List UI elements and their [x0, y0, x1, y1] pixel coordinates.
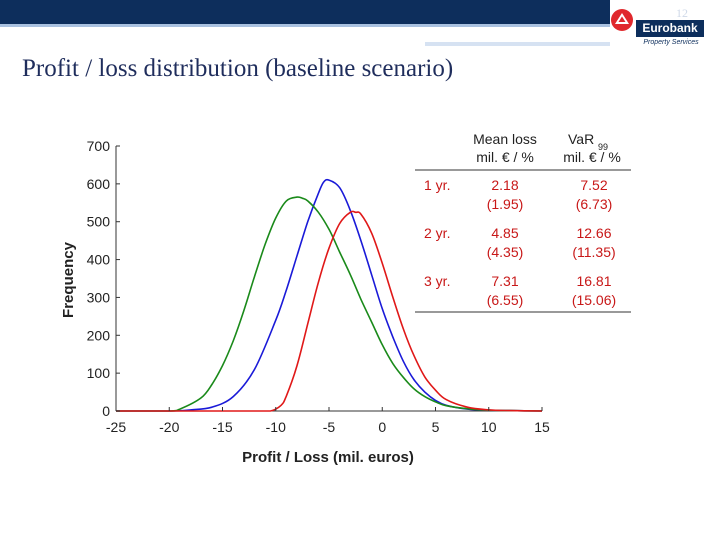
table-cell-var-pct: (15.06) — [572, 292, 616, 308]
series-line-3 — [115, 210, 543, 412]
x-tick-label: -25 — [106, 419, 126, 435]
x-tick-label: -5 — [323, 419, 336, 435]
table-row-label: 3 yr. — [424, 273, 450, 289]
header-var-sub: 99 — [598, 142, 608, 152]
header-mean-line2: mil. € / % — [476, 149, 534, 165]
eurobank-logo-icon — [611, 9, 633, 31]
y-tick-label: 600 — [87, 176, 111, 192]
series-line-1 — [115, 178, 543, 412]
table-cell-mean: 2.18 — [491, 177, 518, 193]
table-cell-mean-pct: (1.95) — [487, 196, 524, 212]
series-line-2 — [115, 196, 543, 412]
x-tick-label: -15 — [212, 419, 232, 435]
header-stripe — [0, 24, 610, 27]
y-tick-label: 700 — [87, 138, 111, 154]
eurobank-logo: Eurobank Property Services — [608, 6, 708, 50]
table-cell-mean-pct: (4.35) — [487, 244, 524, 260]
y-tick-label: 300 — [87, 289, 111, 305]
y-tick-label: 400 — [87, 252, 111, 268]
x-tick-label: 10 — [481, 419, 497, 435]
table-cell-var: 16.81 — [576, 273, 611, 289]
x-tick-label: 15 — [534, 419, 550, 435]
table-rows: 1 yr. 2.18 (1.95) 7.52 (6.73) 2 yr. 4.85 (4.35)… — [424, 177, 616, 308]
x-tick-label: 5 — [432, 419, 440, 435]
x-axis-label: Profit / Loss (mil. euros) — [242, 449, 414, 466]
table-cell-var-pct: (11.35) — [572, 244, 615, 260]
y-tick-label: 200 — [87, 327, 111, 343]
x-tick-label: -10 — [266, 419, 286, 435]
table-row-label: 1 yr. — [424, 177, 450, 193]
header-mean-line1: Mean loss — [473, 131, 537, 147]
slide-title: Profit / loss distribution (baseline sce… — [22, 55, 454, 82]
table-cell-mean: 4.85 — [491, 225, 518, 241]
stats-table: Mean loss mil. € / % VaR 99 mil. € / % 1… — [415, 131, 631, 313]
y-tick-label: 100 — [87, 365, 111, 381]
x-tick-label: -20 — [159, 419, 179, 435]
table-row-label: 2 yr. — [424, 225, 450, 241]
header-bar — [0, 0, 610, 24]
header-var-line2: mil. € / % — [563, 149, 621, 165]
logo-subtitle: Property Services — [643, 39, 699, 46]
page-number: 12 — [676, 6, 688, 20]
x-tick-label: 0 — [378, 419, 386, 435]
table-cell-var: 12.66 — [576, 225, 611, 241]
chart-series — [115, 178, 543, 412]
table-cell-var-pct: (6.73) — [576, 196, 613, 212]
chart-ticks: -25 -20 -15 -10 -5 0 5 10 15 0 100 200 300 400 500 600 7… — [87, 138, 550, 435]
table-cell-mean: 7.31 — [491, 273, 518, 289]
logo-name: Eurobank — [636, 20, 704, 37]
chart-axes — [115, 146, 542, 412]
header-accent-stripe — [425, 42, 610, 46]
header-var-main: VaR — [568, 131, 594, 147]
y-axis-label: Frequency — [60, 241, 77, 318]
table-cell-mean-pct: (6.55) — [487, 292, 524, 308]
y-tick-label: 0 — [102, 403, 110, 419]
y-tick-label: 500 — [87, 214, 111, 230]
table-cell-var: 7.52 — [580, 177, 607, 193]
